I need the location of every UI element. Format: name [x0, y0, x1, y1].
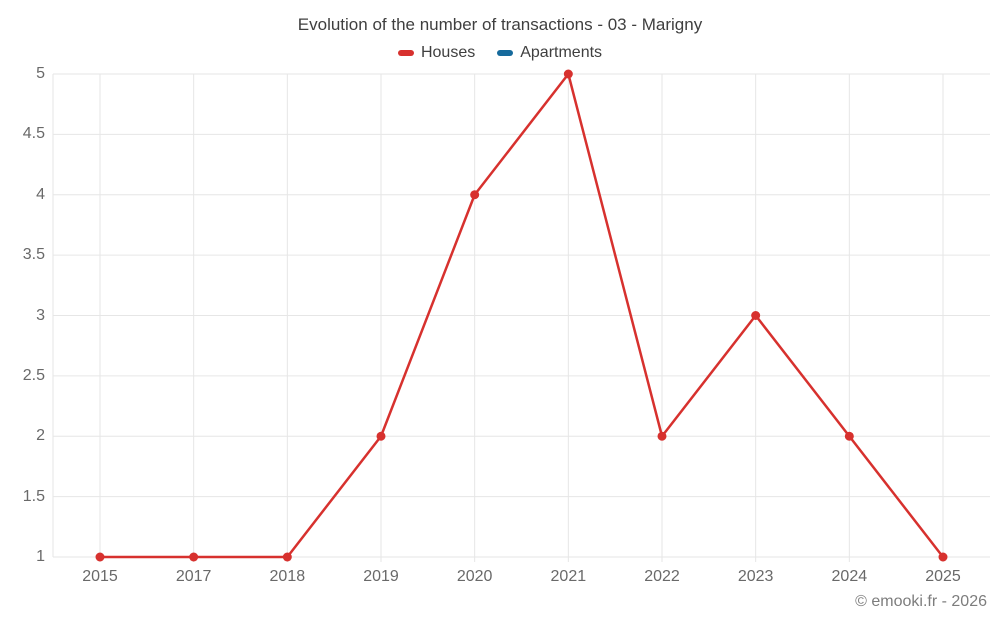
- x-axis-label: 2025: [925, 568, 961, 585]
- series-line-houses: [98, 72, 945, 559]
- y-axis-label: 4.5: [22, 125, 45, 143]
- y-axis-label: 4: [36, 185, 45, 203]
- x-axis-label: 2022: [644, 568, 680, 585]
- data-point-houses[interactable]: [376, 431, 386, 441]
- watermark: © emooki.fr - 2026: [855, 593, 987, 610]
- data-point-houses[interactable]: [470, 190, 480, 200]
- y-axis-label: 1: [36, 548, 45, 565]
- data-point-houses[interactable]: [844, 431, 854, 441]
- legend-swatch-icon: [497, 50, 514, 56]
- chart-title: Evolution of the number of transactions …: [297, 15, 703, 34]
- x-axis-label: 2019: [363, 568, 399, 585]
- x-axis-label: 2017: [175, 568, 212, 585]
- y-axis-label: 1.5: [22, 487, 45, 505]
- y-axis-label: 3: [36, 306, 45, 324]
- legend-item-label: Houses: [420, 44, 476, 61]
- data-point-houses[interactable]: [189, 552, 199, 562]
- x-axis-label: 2020: [456, 568, 493, 585]
- x-axis-label: 2018: [269, 568, 306, 585]
- legend-item-houses[interactable]: Houses: [397, 44, 476, 62]
- legend-item-apartments[interactable]: Apartments: [497, 44, 602, 62]
- y-axis-label: 2.5: [22, 366, 45, 384]
- data-point-houses[interactable]: [282, 552, 292, 562]
- x-axis-label: 2021: [550, 568, 587, 585]
- data-point-houses[interactable]: [657, 431, 667, 441]
- data-point-houses[interactable]: [563, 69, 573, 79]
- y-axis-label: 5: [36, 65, 45, 82]
- y-axis-label: 2: [36, 427, 45, 445]
- y-axis-label: 3.5: [22, 246, 45, 264]
- x-axis-label: 2015: [82, 568, 118, 585]
- x-axis-label: 2024: [831, 568, 868, 585]
- legend: Houses Apartments: [0, 44, 1000, 62]
- data-point-houses[interactable]: [95, 552, 105, 562]
- legend-item-label: Apartments: [520, 44, 603, 61]
- data-point-houses[interactable]: [938, 552, 948, 562]
- legend-swatch-icon: [397, 50, 414, 56]
- x-axis-label: 2023: [737, 568, 774, 585]
- data-point-houses[interactable]: [751, 311, 761, 320]
